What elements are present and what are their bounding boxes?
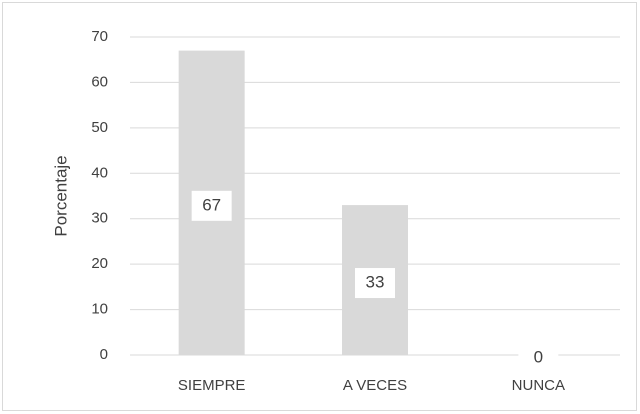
y-tick-label: 20 [91, 255, 108, 272]
data-label-box [518, 343, 559, 373]
y-tick-label: 60 [91, 73, 108, 90]
y-tick-label: 0 [100, 346, 108, 363]
y-tick-label: 50 [91, 119, 108, 136]
data-label-box [355, 268, 395, 299]
data-label-box [191, 190, 232, 221]
y-tick-label: 10 [91, 301, 108, 318]
x-tick-label: SIEMPRE [178, 377, 246, 394]
y-axis-label: Porcentaje [51, 155, 70, 236]
x-tick-label: NUNCA [512, 377, 565, 394]
data-label: 0 [534, 347, 543, 366]
y-tick-label: 30 [91, 210, 108, 227]
data-label: 67 [202, 195, 221, 214]
y-tick-label: 40 [91, 164, 108, 181]
data-label: 33 [366, 273, 385, 292]
x-tick-label: A VECES [343, 377, 407, 394]
y-tick-label: 70 [91, 28, 108, 45]
